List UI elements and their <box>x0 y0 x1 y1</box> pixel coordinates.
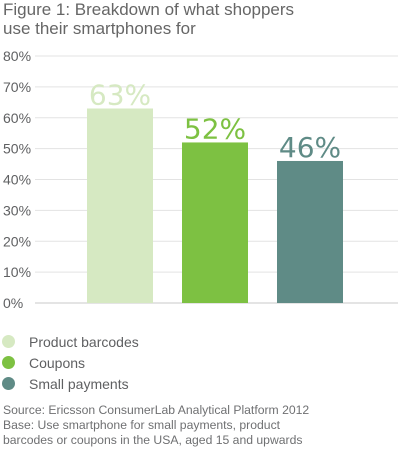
legend-item-product-barcodes: Product barcodes <box>2 331 382 352</box>
source-note: Source: Ericsson ConsumerLab Analytical … <box>3 403 310 417</box>
bar-coupons <box>182 142 248 303</box>
y-tick-label: 0% <box>3 295 23 311</box>
legend-label-coupons: Coupons <box>29 354 86 371</box>
legend-swatch-product-barcodes <box>2 335 15 348</box>
legend-label-small-payments: Small payments <box>29 375 129 392</box>
y-tick-label: 70% <box>3 79 31 95</box>
data-label-coupons: 52% <box>184 112 246 145</box>
y-tick-label: 60% <box>3 110 31 126</box>
bar-chart-svg: 0% 10% 20% 30% 40% 50% 60% 70% 80% 63% 52% 46% <box>3 48 398 311</box>
y-tick-label: 50% <box>3 141 31 157</box>
legend-item-small-payments: Small payments <box>2 373 382 394</box>
chart-legend: Product barcodes Coupons Small payments <box>2 331 382 394</box>
base-note-line-1: Base: Use smartphone for small payments,… <box>3 418 281 432</box>
y-tick-label: 40% <box>3 172 31 188</box>
legend-label-product-barcodes: Product barcodes <box>29 333 139 350</box>
y-tick-label: 30% <box>3 202 31 218</box>
y-tick-label: 10% <box>3 264 31 280</box>
bar-chart: 0% 10% 20% 30% 40% 50% 60% 70% 80% 63% 52% 46% <box>0 40 400 320</box>
bar-small-payments <box>277 160 343 303</box>
chart-title-line-2: use their smartphones for <box>3 19 196 38</box>
chart-title-line-1: Figure 1: Breakdown of what shoppers <box>3 0 295 19</box>
data-label-product-barcodes: 63% <box>89 78 151 111</box>
y-tick-label: 20% <box>3 233 31 249</box>
legend-swatch-small-payments <box>2 377 15 390</box>
legend-item-coupons: Coupons <box>2 352 382 373</box>
legend-swatch-coupons <box>2 356 15 369</box>
chart-notes: Source: Ericsson ConsumerLab Analytical … <box>3 403 398 448</box>
y-tick-label: 80% <box>3 48 31 64</box>
base-note-line-2: barcodes or coupons in the USA, aged 15 … <box>3 433 303 447</box>
chart-title: Figure 1: Breakdown of what shoppers use… <box>3 0 393 38</box>
data-label-small-payments: 46% <box>279 131 341 164</box>
bar-product-barcodes <box>87 108 153 303</box>
